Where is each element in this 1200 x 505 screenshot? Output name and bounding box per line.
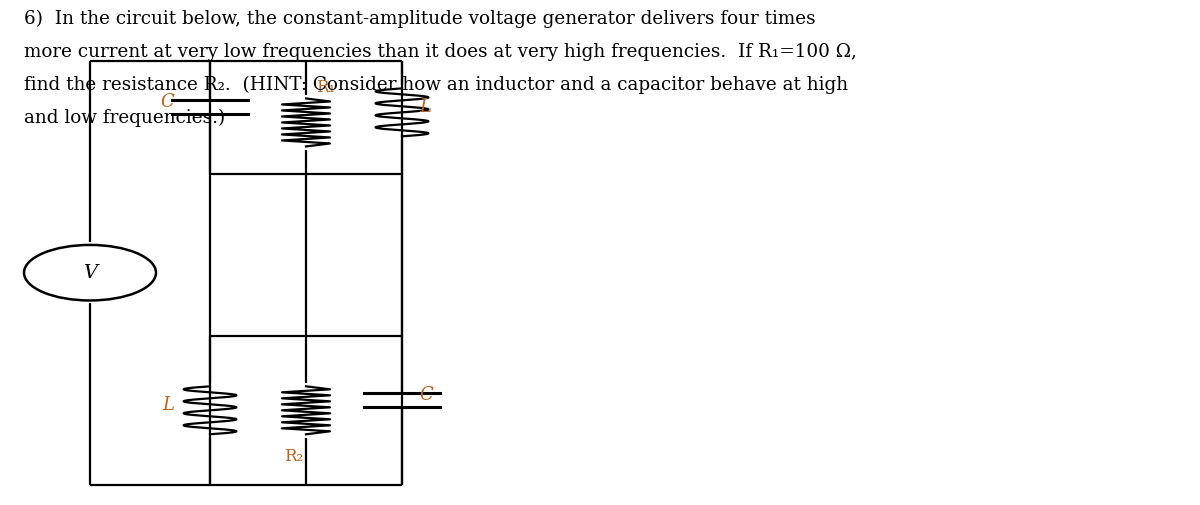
Text: V: V: [83, 264, 97, 282]
Text: more current at very low frequencies than it does at very high frequencies.  If : more current at very low frequencies tha…: [24, 43, 857, 61]
Text: R₁: R₁: [316, 79, 335, 95]
Text: R₂: R₂: [284, 448, 304, 465]
Text: L: L: [162, 396, 174, 414]
Text: 6)  In the circuit below, the constant-amplitude voltage generator delivers four: 6) In the circuit below, the constant-am…: [24, 10, 816, 28]
Text: C: C: [161, 93, 174, 111]
Text: L: L: [419, 98, 431, 116]
Text: C: C: [419, 386, 432, 404]
Text: find the resistance R₂.  (HINT: Consider how an inductor and a capacitor behave : find the resistance R₂. (HINT: Consider …: [24, 76, 848, 94]
Text: and low frequencies.): and low frequencies.): [24, 109, 226, 127]
